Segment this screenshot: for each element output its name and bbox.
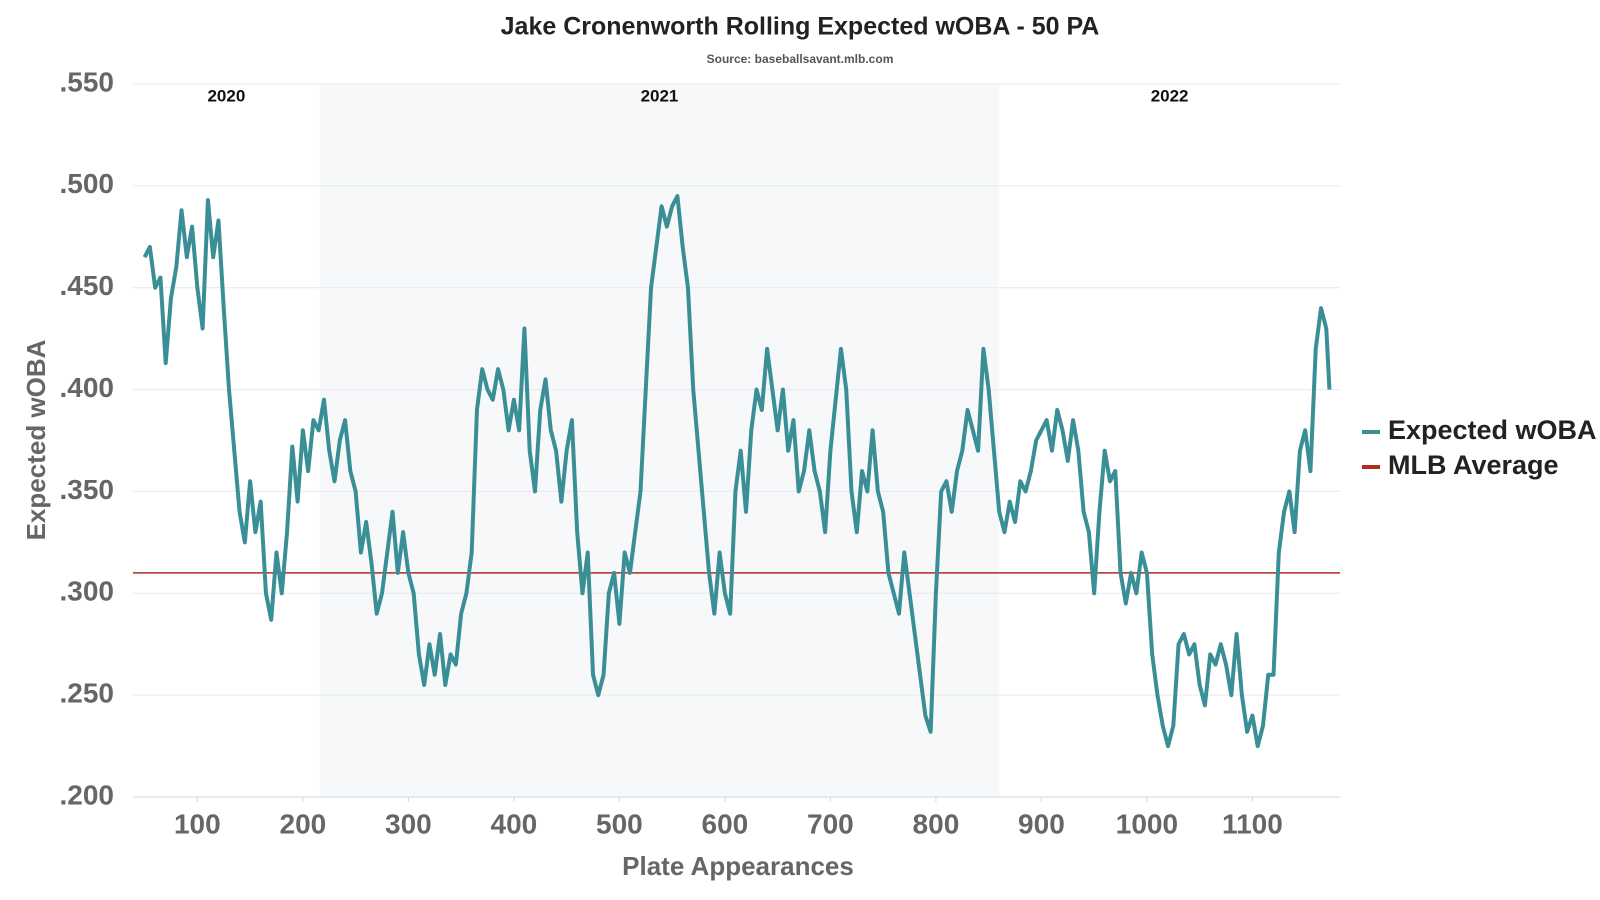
- y-axis-label: Expected wOBA: [21, 339, 51, 540]
- x-tick-label: 900: [1018, 808, 1065, 839]
- legend-label: MLB Average: [1388, 450, 1559, 480]
- season-band: [319, 84, 1000, 797]
- y-tick-label: .400: [60, 372, 115, 403]
- chart-title: Jake Cronenworth Rolling Expected wOBA -…: [501, 13, 1100, 41]
- season-label: 2020: [207, 86, 245, 105]
- y-tick-label: .200: [60, 779, 115, 810]
- y-tick-label: .300: [60, 576, 115, 607]
- season-label: 2021: [641, 86, 679, 105]
- x-axis-label: Plate Appearances: [622, 851, 854, 881]
- x-tick-label: 300: [385, 808, 432, 839]
- x-tick-label: 800: [913, 808, 960, 839]
- y-tick-label: .250: [60, 678, 115, 709]
- y-tick-label: .500: [60, 168, 115, 199]
- season-label: 2022: [1151, 86, 1189, 105]
- data-line: [142, 194, 1332, 749]
- y-tick-label: .350: [60, 474, 115, 505]
- legend-label: Expected wOBA: [1388, 415, 1597, 445]
- chart-subtitle: Source: baseballsavant.mlb.com: [707, 52, 894, 66]
- x-tick-label: 500: [596, 808, 643, 839]
- x-tick-label: 700: [807, 808, 854, 839]
- x-tick-label: 600: [702, 808, 749, 839]
- x-tick-label: 1000: [1116, 808, 1178, 839]
- x-tick-label: 400: [491, 808, 538, 839]
- x-tick-label: 200: [280, 808, 327, 839]
- x-tick-label: 100: [174, 808, 221, 839]
- y-tick-label: .550: [60, 66, 115, 97]
- x-tick-label: 1100: [1222, 808, 1283, 839]
- y-tick-label: .450: [60, 270, 115, 301]
